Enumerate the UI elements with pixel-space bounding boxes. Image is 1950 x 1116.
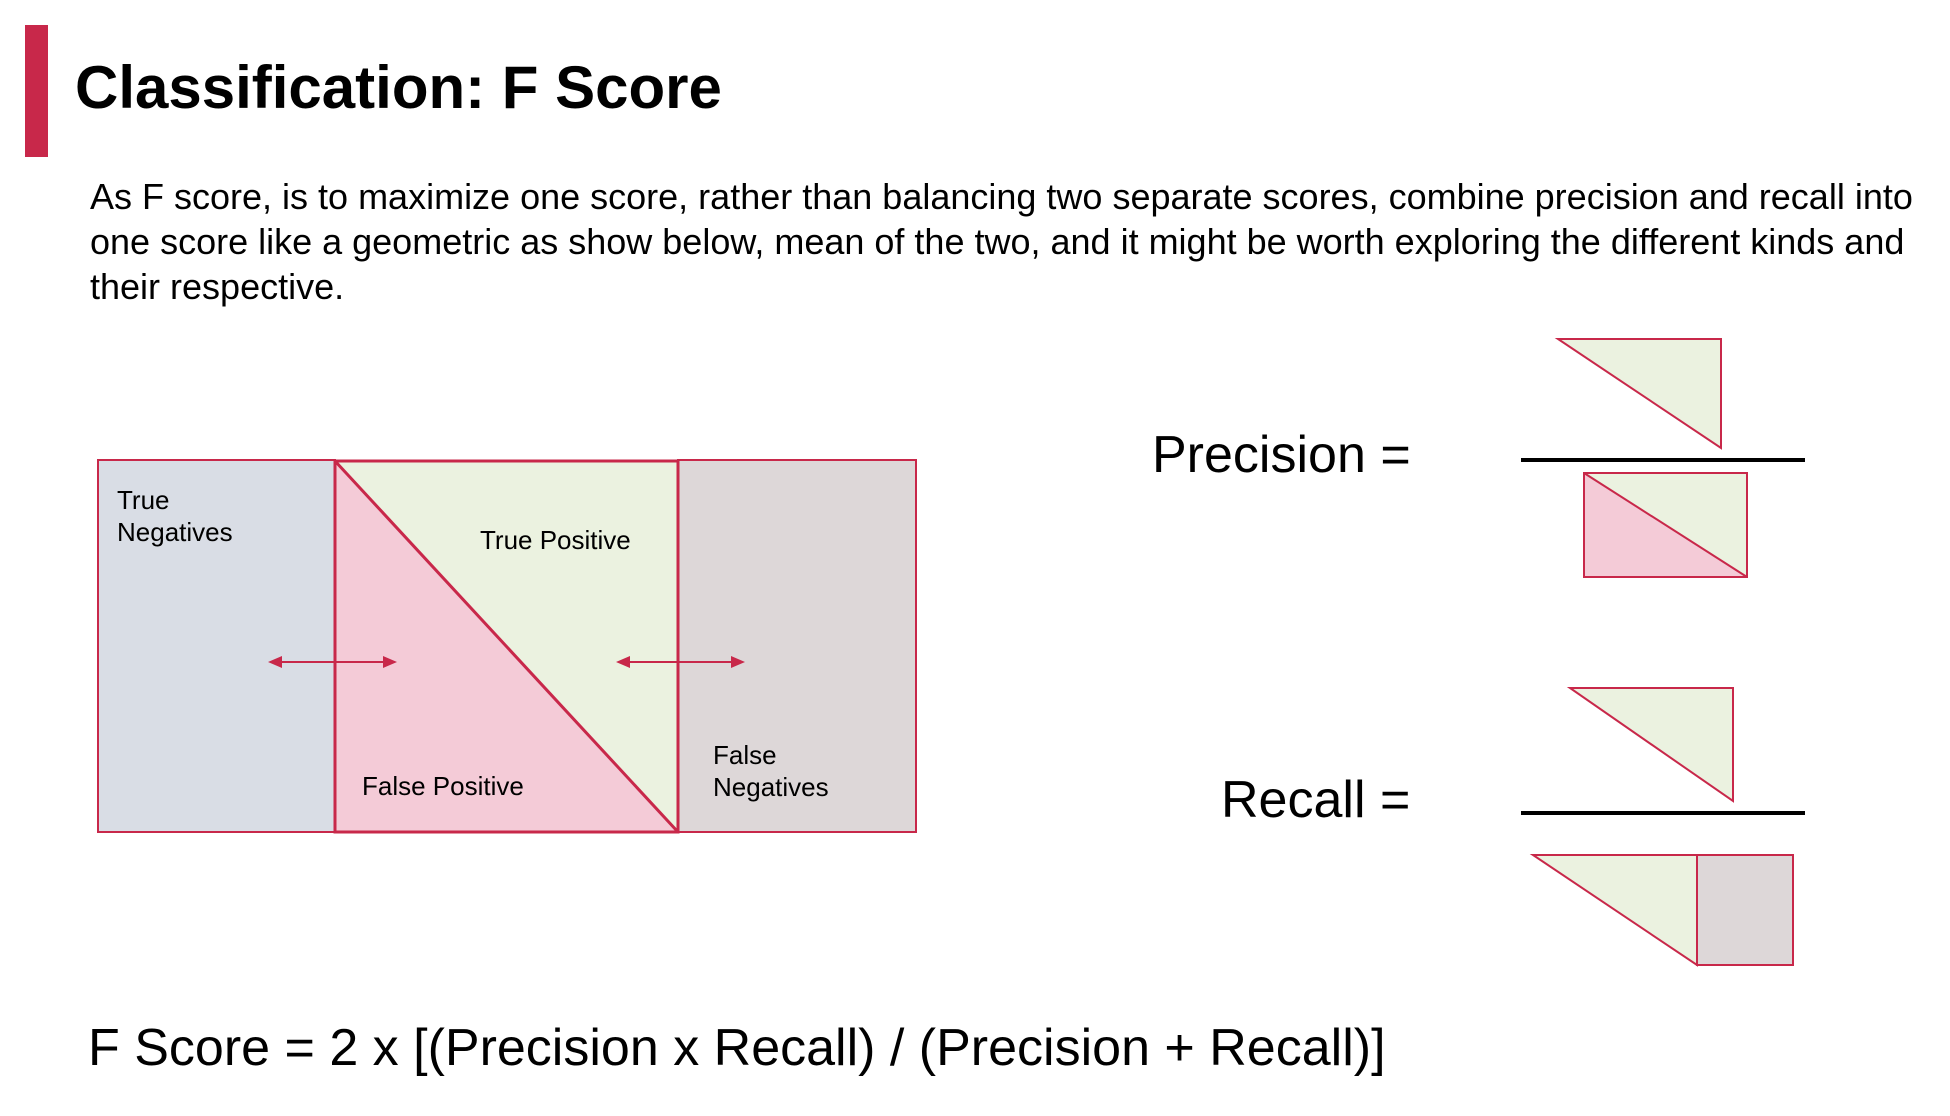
left-arrowhead-right bbox=[383, 656, 397, 668]
false-negatives-label-line1: False bbox=[713, 740, 777, 770]
precision-denominator-outline bbox=[1583, 472, 1748, 578]
slide-description: As F score, is to maximize one score, ra… bbox=[90, 176, 1913, 307]
threshold-arrows bbox=[268, 656, 745, 668]
f-score-formula: F Score = 2 x [(Precision x Recall) / (P… bbox=[88, 1019, 1386, 1077]
diagonal-divider bbox=[333, 459, 680, 834]
slide-title: Classification: F Score bbox=[75, 54, 722, 121]
false-positive-label: False Positive bbox=[362, 771, 524, 801]
precision-numerator-true-positive bbox=[1554, 338, 1722, 450]
recall-denominator-true-positive bbox=[1529, 854, 1698, 967]
left-arrowhead-left bbox=[268, 656, 282, 668]
true-negatives-label-line2: Negatives bbox=[117, 517, 233, 547]
title-accent-bar bbox=[25, 25, 48, 157]
recall-numerator-true-positive bbox=[1566, 687, 1734, 803]
right-arrowhead-right bbox=[731, 656, 745, 668]
false-negatives-label-line2: Negatives bbox=[713, 772, 829, 802]
positive-box-outline bbox=[333, 459, 680, 834]
false-negatives-region bbox=[677, 459, 917, 833]
region-labels: True Negatives True Positive False Posit… bbox=[117, 485, 829, 802]
confusion-regions bbox=[97, 459, 917, 834]
recall-equation: Recall = bbox=[1221, 687, 1805, 967]
true-negatives-label-line1: True bbox=[117, 485, 170, 515]
precision-label: Precision = bbox=[1152, 426, 1411, 484]
recall-label: Recall = bbox=[1221, 771, 1410, 829]
precision-denominator-diagonal bbox=[1583, 472, 1748, 578]
true-positive-label: True Positive bbox=[480, 525, 631, 555]
true-negatives-region bbox=[97, 459, 336, 833]
recall-denominator-false-negatives bbox=[1696, 854, 1794, 966]
precision-equation: Precision = bbox=[1152, 338, 1805, 578]
right-arrowhead-left bbox=[616, 656, 630, 668]
